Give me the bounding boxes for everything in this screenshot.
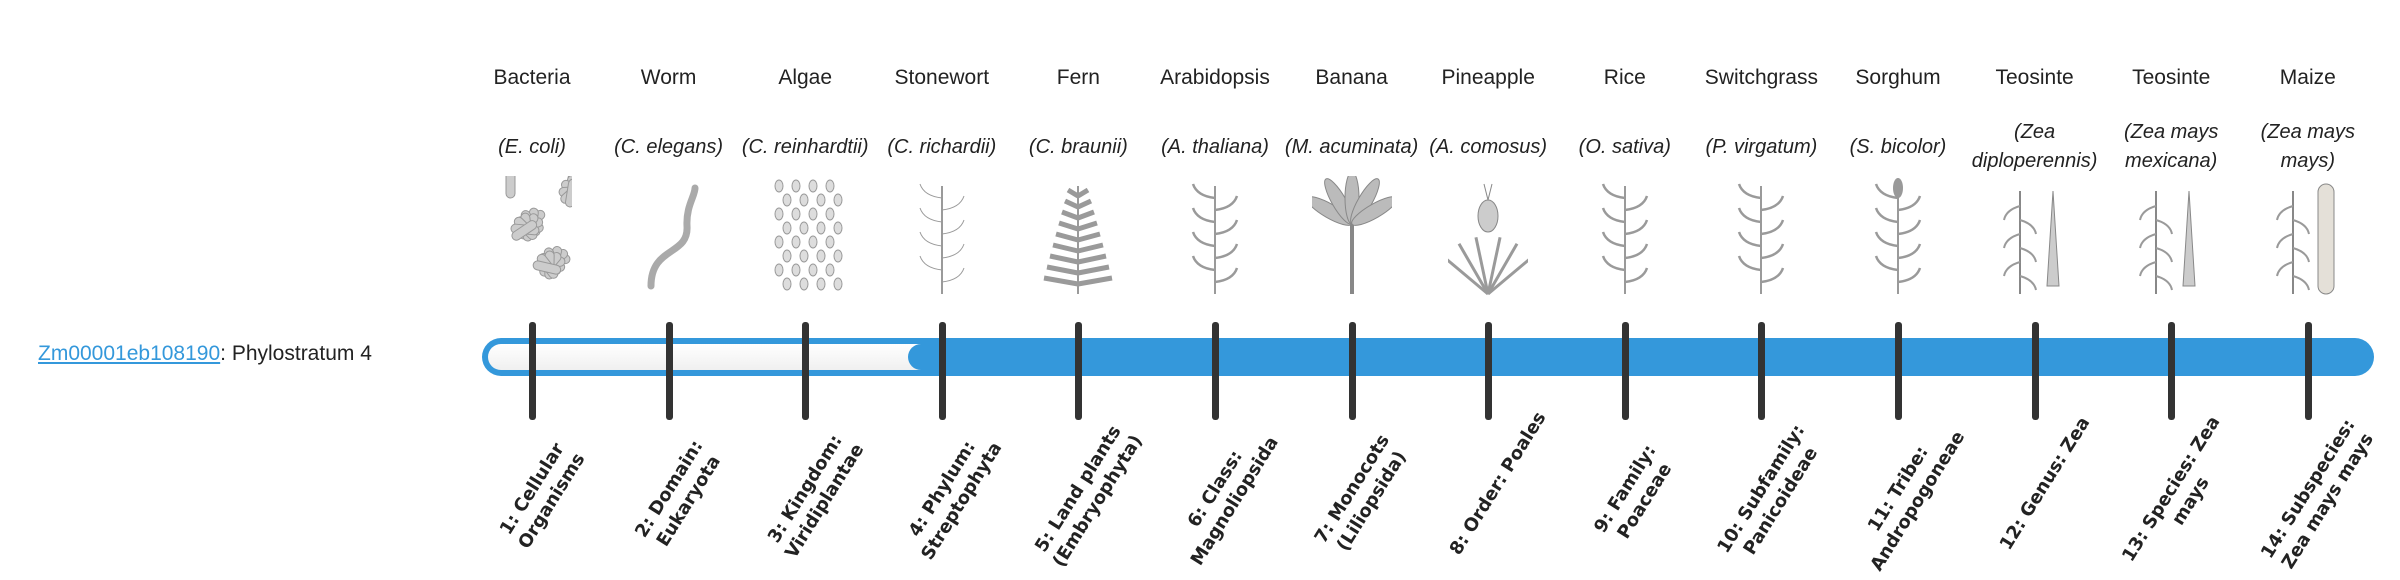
species-name: (A. thaliana) [1161, 135, 1269, 158]
common-name: Stonewort [894, 66, 990, 89]
banana-plant-icon [1305, 171, 1398, 298]
stratum-tick [665, 322, 673, 420]
species-name: (C. braunii) [1028, 135, 1128, 158]
common-name: Sorghum [1855, 66, 1941, 89]
switchgrass-icon [1721, 176, 1801, 298]
pineapple-icon [1442, 176, 1534, 298]
stratum-tick [1485, 322, 1493, 420]
species-name: (Zea diploperennis) [1971, 121, 2098, 172]
species-name: (A. comosus) [1429, 135, 1548, 158]
common-name: Algae [778, 66, 833, 89]
common-name: Pineapple [1441, 66, 1535, 89]
species-name: (P. virgatum) [1705, 135, 1818, 158]
stratum-tick [529, 322, 536, 420]
phylostratum-text: : Phylostratum 4 [220, 342, 372, 365]
teosinte-icon [2131, 176, 2211, 298]
species-name: (C. elegans) [614, 135, 724, 158]
species-name: (O. sativa) [1578, 135, 1671, 158]
stratum-tick [1212, 322, 1219, 420]
stratum-label: 13: Species: Zea mays [2118, 412, 2225, 566]
stratum-label: 7: Monocots (Liliopsida) [1310, 430, 1411, 555]
species-name: (Zea mays mays) [2260, 121, 2356, 172]
maize-icon [2268, 176, 2348, 298]
species-name: (M. acuminata) [1284, 135, 1419, 158]
common-name: Banana [1315, 66, 1388, 89]
stratum-label: 2: Domain: Eukaryota [630, 436, 725, 551]
common-name: Bacteria [493, 66, 571, 89]
teosinte-icon [1995, 176, 2075, 298]
stratum-tick [1348, 322, 1356, 420]
species-name: (S. bicolor) [1849, 135, 1947, 158]
stratum-label: 10: Subfamily: Panicoideae [1713, 420, 1823, 559]
species-name: (C. richardii) [887, 135, 997, 158]
stratum-label: 3: Kingdom: Viridiplantae [763, 431, 869, 563]
stratum-tick [1758, 322, 1766, 420]
species-name: (C. reinhardtii) [741, 135, 869, 158]
fern-icon [1038, 176, 1118, 298]
common-name: Arabidopsis [1160, 66, 1270, 89]
stratum-tick [1075, 322, 1083, 420]
bar-empty-segment [488, 344, 936, 370]
common-name: Switchgrass [1704, 66, 1818, 89]
stratum-tick [2168, 322, 2176, 420]
rice-icon [1585, 176, 1665, 298]
gene-label: Zm00001eb108190: Phylostratum 4 [38, 342, 372, 366]
stratum-label: 11: Tribe: Andropogoneae [1863, 427, 1970, 575]
stonewort-icon [902, 176, 982, 298]
common-name: Worm [640, 66, 697, 89]
worm-icon [629, 176, 709, 298]
stratum-tick [1621, 322, 1629, 420]
stratum-tick [1895, 322, 1902, 420]
common-name: Rice [1603, 66, 1646, 89]
common-name: Maize [2279, 66, 2336, 89]
common-name: Teosinte [2132, 66, 2211, 89]
stratum-label: 8: Order: Poales [1445, 408, 1551, 559]
stratum-label: 14: Subspecies: Zea mays mays [2256, 415, 2378, 573]
stratum-label: 1: Cellular Organisms [495, 439, 590, 553]
species-name: (Zea mays mexicana) [2123, 121, 2219, 172]
phylostratum-bar [482, 338, 2374, 376]
stratum-label: 4: Phylum: Streptophyta [904, 437, 1007, 564]
stratum-label: 9: Family: Poaceae [1589, 441, 1676, 543]
stratum-tick [2304, 322, 2312, 420]
algae-cells-icon [765, 176, 845, 298]
stratum-label: 12: Genus: Zea [1995, 413, 2094, 554]
stratum-label: 5: Land plants (Embryophyta) [1031, 421, 1148, 571]
arabidopsis-icon [1175, 176, 1255, 298]
stratum-tick [2031, 322, 2039, 420]
stratum-tick [938, 322, 946, 420]
bacteria-rods-icon [492, 169, 593, 298]
common-name: Fern [1056, 66, 1100, 89]
species-name: (E. coli) [498, 135, 566, 158]
stratum-tick [802, 322, 810, 420]
gene-link[interactable]: Zm00001eb108190 [38, 342, 221, 365]
stratum-label: 6: Class: Magnoliopsida [1183, 432, 1283, 570]
common-name: Teosinte [1995, 66, 2074, 89]
sorghum-icon [1858, 176, 1938, 298]
